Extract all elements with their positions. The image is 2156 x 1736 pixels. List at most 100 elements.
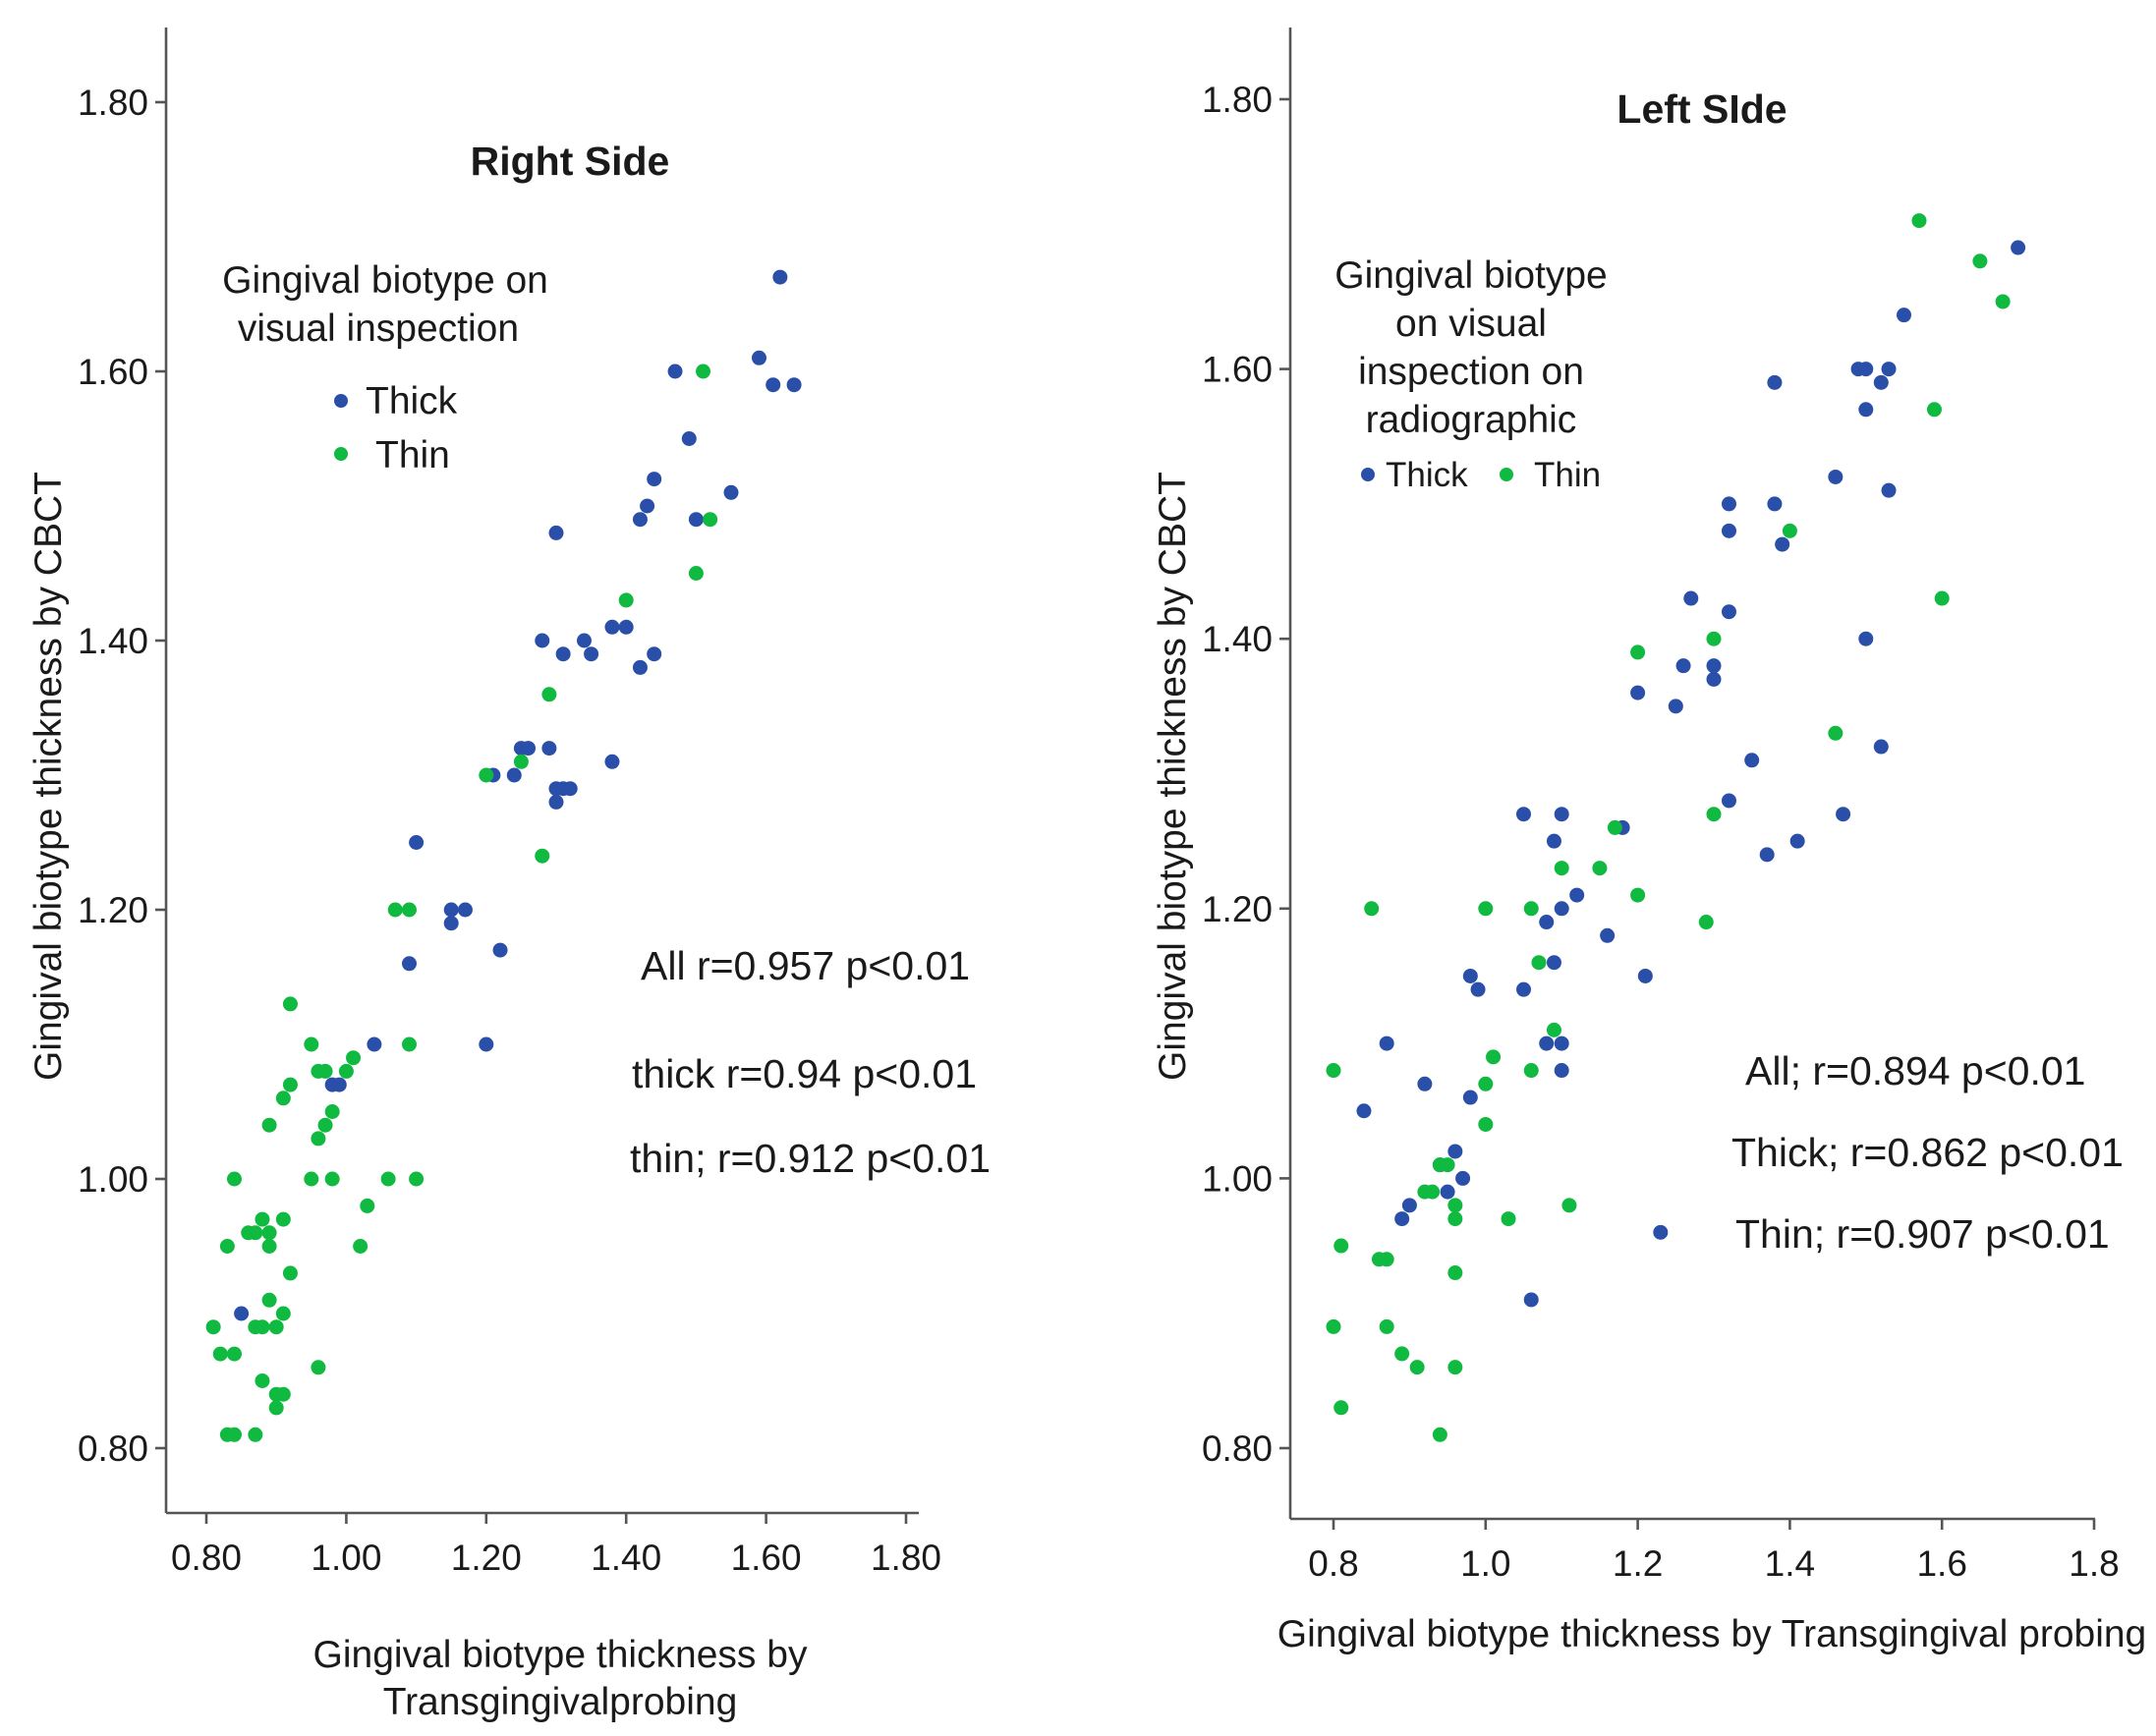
legend-marker-thick <box>1361 468 1375 481</box>
point-thin <box>1440 1157 1455 1173</box>
y-tick-label: 1.80 <box>78 83 148 123</box>
point-thin <box>1447 1198 1463 1213</box>
annotation-all: All; r=0.894 p<0.01 <box>1745 1048 2085 1093</box>
point-thick <box>1546 955 1561 971</box>
point-thick <box>647 646 662 662</box>
annotation-all: All r=0.957 p<0.01 <box>641 943 970 988</box>
point-thin <box>1447 1211 1463 1227</box>
point-thin <box>1447 1265 1463 1281</box>
x-tick-label: 1.6 <box>1916 1543 1966 1584</box>
legend-title-line-2: visual inspection <box>238 308 519 350</box>
legend-title-line-1: Gingival biotype <box>1334 254 1608 297</box>
point-thick <box>1637 968 1653 983</box>
y-tick-label: 0.80 <box>78 1428 148 1469</box>
point-thick <box>1539 915 1555 930</box>
point-thick <box>401 956 417 972</box>
legend-label-thick: Thick <box>366 380 458 422</box>
point-thin <box>380 1171 396 1187</box>
point-thin <box>353 1239 369 1254</box>
point-thin <box>401 902 417 918</box>
x-tick-label: 0.80 <box>171 1538 242 1578</box>
y-tick-label: 0.80 <box>1202 1428 1273 1469</box>
point-thin <box>282 996 298 1012</box>
point-thin <box>1630 887 1646 903</box>
legend-label-thin: Thin <box>1534 456 1601 494</box>
point-thick <box>1356 1103 1372 1119</box>
point-thin <box>226 1171 242 1187</box>
point-thick <box>1767 374 1783 390</box>
point-thick <box>443 902 459 918</box>
point-thick <box>1873 374 1889 390</box>
point-thin <box>1782 523 1797 538</box>
point-thick <box>1516 981 1531 997</box>
point-thin <box>282 1077 298 1092</box>
point-thick <box>1858 362 1874 377</box>
y-ticks: 0.80 1.00 1.20 1.40 1.60 1.80 <box>1202 80 1290 1469</box>
point-thick <box>751 350 766 365</box>
point-thin <box>703 512 718 528</box>
point-thick <box>1881 482 1897 498</box>
point-thick <box>548 525 564 540</box>
point-thin <box>1523 1063 1539 1079</box>
point-thin <box>261 1239 277 1254</box>
point-thick <box>1600 927 1616 943</box>
point-thick <box>506 767 522 783</box>
point-thin <box>1531 955 1547 971</box>
y-tick-label: 1.00 <box>1202 1158 1273 1199</box>
point-thin <box>338 1063 354 1079</box>
point-thick <box>688 512 704 528</box>
point-thick <box>1569 887 1585 903</box>
point-thick <box>1523 1292 1539 1308</box>
point-thin <box>324 1104 340 1119</box>
point-thin <box>268 1400 284 1416</box>
x-tick-label: 1.0 <box>1460 1543 1510 1584</box>
point-thin <box>1478 1076 1494 1092</box>
point-thin <box>248 1427 263 1442</box>
point-thick <box>584 646 599 662</box>
point-thick <box>647 472 662 487</box>
annotation-thick: thick r=0.94 p<0.01 <box>632 1051 977 1096</box>
point-thin <box>268 1319 284 1335</box>
point-thick <box>367 1036 382 1052</box>
legend-marker-thin <box>1500 468 1513 481</box>
y-axis-title: Gingival biotype thickness by CBCT <box>1152 472 1194 1081</box>
point-thin <box>1607 819 1622 835</box>
right-side-chart: 0.80 1.00 1.20 1.40 1.60 1.80 0.80 1.00 1.20 1.4… <box>28 28 991 1723</box>
legend: Gingival biotype on visual inspection Th… <box>222 259 548 476</box>
point-thick <box>1417 1076 1433 1092</box>
point-thin <box>1409 1360 1425 1375</box>
x-tick-label: 1.40 <box>591 1538 661 1578</box>
point-thin <box>1447 1360 1463 1375</box>
point-thick <box>667 364 683 379</box>
point-thin <box>275 1091 291 1106</box>
point-thin <box>275 1386 291 1402</box>
point-thin <box>261 1292 277 1308</box>
y-tick-label: 1.20 <box>78 890 148 930</box>
point-thick <box>443 916 459 931</box>
point-thin <box>1972 253 1988 269</box>
chart-title: Right Side <box>471 139 670 184</box>
point-thick <box>1683 590 1699 606</box>
point-thick <box>1630 685 1646 700</box>
point-thick <box>2011 240 2026 255</box>
point-thick <box>632 512 648 528</box>
point-thick <box>1546 833 1561 849</box>
point-thin <box>1478 901 1494 917</box>
point-thick <box>1858 631 1874 646</box>
point-thin <box>282 1265 298 1281</box>
point-thick <box>555 646 571 662</box>
point-thin <box>1486 1049 1502 1065</box>
point-thin <box>479 767 494 783</box>
left-side-chart: 0.80 1.00 1.20 1.40 1.60 1.80 0.8 1.0 1.2 1.4 1.6… <box>1152 28 2146 1655</box>
legend-title-line-1: Gingival biotype on <box>222 259 548 302</box>
x-axis-title-line-2: Transgingivalprobing <box>383 1681 738 1723</box>
point-thin <box>360 1198 375 1213</box>
y-tick-label: 1.60 <box>1202 350 1273 390</box>
point-thin <box>255 1319 270 1335</box>
point-thick <box>604 619 620 635</box>
point-thick <box>1836 807 1851 822</box>
point-thick <box>1516 807 1531 822</box>
point-thick <box>234 1306 250 1321</box>
point-thick <box>1462 968 1478 983</box>
